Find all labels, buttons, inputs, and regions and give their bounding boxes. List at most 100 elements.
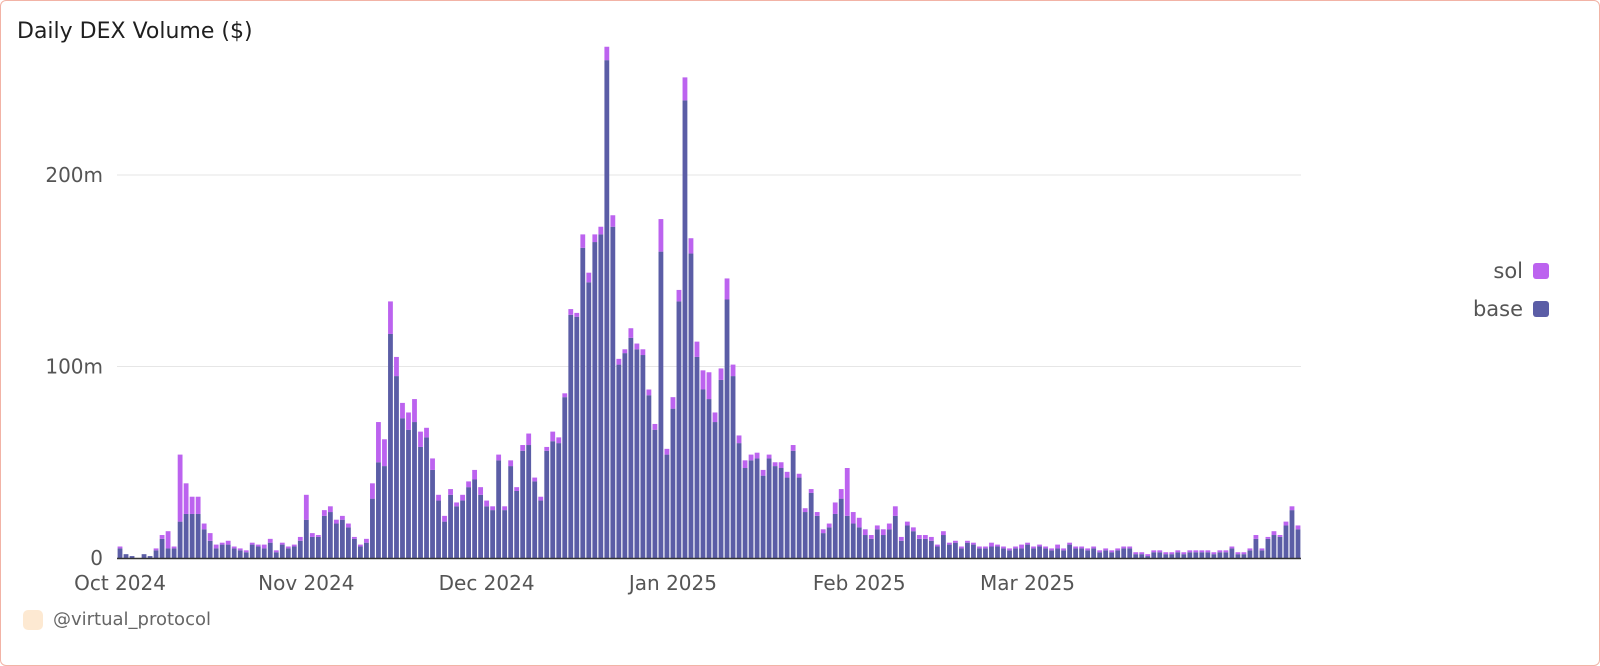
bar-base [1091, 548, 1097, 558]
bar-sol [874, 525, 880, 530]
bar-base [273, 552, 279, 558]
bar-base [971, 544, 976, 558]
bar-base [448, 494, 453, 558]
bar-base [297, 540, 303, 558]
bar-base [1181, 554, 1187, 558]
footer-handle: @virtual_protocol [53, 609, 211, 630]
bar-base [965, 542, 970, 558]
bar-sol [610, 215, 616, 227]
bar-sol [237, 548, 243, 551]
bar-base [339, 519, 345, 558]
bar-base [484, 506, 490, 558]
chart-title: Daily DEX Volume ($) [17, 19, 253, 44]
bar-sol [460, 494, 465, 501]
bar-sol [898, 536, 904, 541]
bar-base [904, 525, 910, 558]
bar-base [910, 531, 916, 558]
bar-sol [682, 77, 688, 101]
bar-base [1025, 544, 1030, 558]
bar-sol [784, 471, 790, 478]
bar-sol [772, 462, 778, 467]
bar-sol [159, 535, 165, 539]
bar-sol [1139, 552, 1145, 555]
bar-sol [532, 477, 538, 482]
bar-base [928, 540, 934, 558]
bar-sol [1235, 552, 1241, 555]
bar-base [394, 376, 399, 558]
bar-base [1001, 548, 1006, 558]
bar-sol [724, 278, 730, 300]
bar-sol [1073, 546, 1079, 549]
bar-sol [1133, 552, 1139, 555]
bar-base [1259, 550, 1265, 558]
bar-sol [856, 517, 862, 528]
bar-base [694, 356, 700, 558]
bar-sol [400, 402, 405, 419]
bar-sol [249, 542, 255, 545]
y-tick-label: 0 [90, 546, 103, 570]
bar-sol [424, 427, 429, 438]
legend[interactable]: sol base [1473, 259, 1549, 321]
bar-sol [1289, 506, 1295, 511]
bar-base [285, 548, 291, 558]
bars-layer [117, 46, 1301, 559]
bar-base [520, 450, 526, 558]
bar-sol [754, 452, 760, 459]
bar-sol [832, 502, 838, 514]
bar-base [838, 498, 844, 558]
bar-sol [1085, 548, 1091, 551]
bar-sol [315, 535, 321, 537]
bar-base [742, 468, 748, 558]
bar-base [676, 301, 682, 558]
bar-base [604, 60, 610, 559]
bar-sol [628, 328, 634, 338]
bar-base [790, 450, 796, 558]
bar-sol [1037, 544, 1042, 547]
bar-sol [995, 544, 1000, 547]
bar-sol [971, 542, 976, 545]
bar-sol [201, 523, 207, 530]
bar-base [1283, 525, 1289, 558]
bar-base [730, 376, 736, 558]
bar-sol [327, 506, 333, 513]
bar-sol [345, 523, 351, 528]
bar-base [502, 510, 508, 558]
bar-sol [1067, 542, 1073, 545]
bar-sol [880, 529, 886, 536]
bar-base [856, 527, 862, 558]
bar-base [592, 242, 598, 559]
bar-base [784, 477, 790, 558]
bar-base [1289, 510, 1295, 558]
bar-base [153, 550, 159, 558]
bar-sol [394, 356, 399, 377]
bar-base [225, 544, 231, 558]
bar-sol [640, 349, 646, 356]
bar-sol [1283, 521, 1289, 526]
bar-base [454, 506, 459, 558]
bar-base [1175, 552, 1181, 558]
y-tick-label: 100m [45, 355, 103, 379]
bar-sol [1091, 546, 1097, 549]
bar-sol [965, 540, 970, 543]
bar-sol [1259, 548, 1265, 551]
bar-base [826, 527, 832, 558]
bar-sol [267, 538, 273, 543]
bar-base [370, 498, 375, 558]
bar-base [628, 337, 634, 558]
bar-sol [712, 412, 718, 423]
bar-base [1079, 548, 1085, 558]
axis-layer: 0 100m 200m Oct 2024 Nov 2024 Dec 2024 Jan 202… [45, 163, 1301, 595]
bar-base [995, 546, 1000, 558]
bar-sol [1019, 544, 1024, 549]
bar-sol [243, 550, 249, 553]
bar-sol [1217, 550, 1223, 553]
bar-sol [953, 540, 958, 543]
bar-base [1103, 550, 1109, 558]
bar-sol [520, 445, 526, 451]
bar-base [1097, 552, 1103, 558]
bar-sol [1253, 535, 1259, 539]
bar-base [844, 515, 850, 558]
bar-base [141, 554, 147, 558]
bar-base [886, 529, 892, 558]
bar-base [1157, 552, 1163, 558]
